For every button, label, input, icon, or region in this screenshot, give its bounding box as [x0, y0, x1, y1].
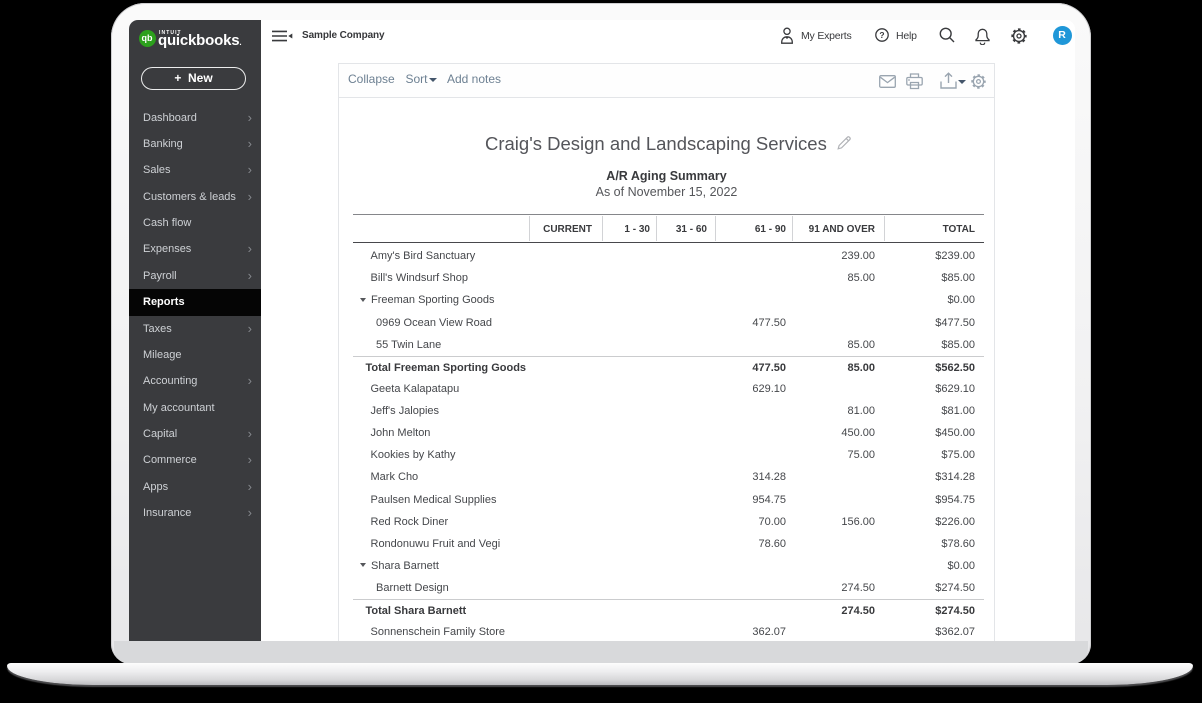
svg-text:?: ?	[879, 30, 884, 40]
